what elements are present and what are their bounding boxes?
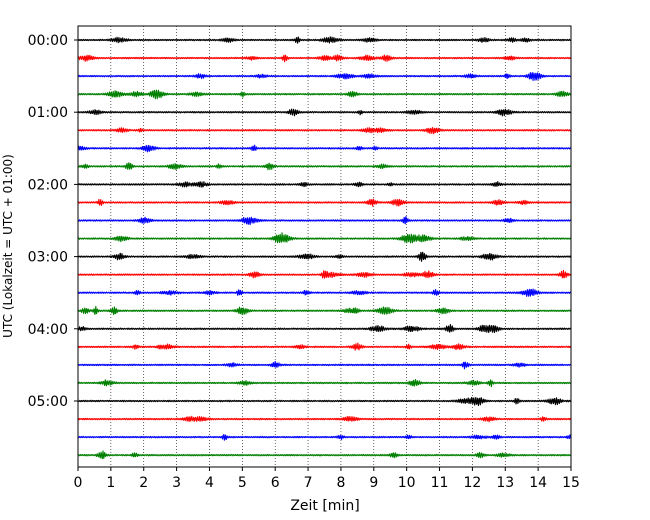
y-tick-label: 02:00 [28,177,68,193]
x-tick-label: 9 [369,475,378,491]
y-tick-label: 04:00 [28,322,68,338]
trace-line [77,305,572,316]
y-axis-label: UTC (Lokalzeit = UTC + 01:00) [1,154,15,338]
trace-line [77,72,572,81]
y-tick-label: 05:00 [28,394,68,410]
trace-line [77,215,572,226]
x-tick-label: 14 [529,475,547,491]
x-tick-label: 3 [172,475,181,491]
trace-line [77,198,572,207]
x-tick-label: 7 [304,475,313,491]
x-tick-label: 5 [238,475,247,491]
trace-line [77,269,572,279]
x-tick-label: 0 [74,475,83,491]
trace-line [77,251,572,262]
trace-line [77,360,572,370]
trace-line [77,144,572,153]
y-tick-label: 03:00 [28,250,68,266]
x-tick-label: 6 [271,475,280,491]
x-tick-label: 15 [562,475,580,491]
trace-line [77,36,572,44]
trace-line [77,396,572,407]
trace-line [77,232,572,244]
x-tick-label: 10 [398,475,416,491]
x-tick-label: 11 [431,475,449,491]
plot-frame [77,25,572,468]
x-tick-label: 2 [139,475,148,491]
x-tick-label: 1 [106,475,115,491]
trace-line [77,288,572,297]
trace-line [77,450,572,460]
y-axis: 00:00 01:00 02:00 03:00 04:00 05:00 [28,33,78,410]
trace-line [77,181,572,188]
trace-line [77,89,572,100]
trace-line [77,54,572,63]
x-axis: 0 1 2 3 4 5 6 7 8 9 10 11 12 13 14 15 [74,467,580,491]
trace-line [77,127,572,135]
trace-line [77,342,572,351]
trace-line [77,379,572,388]
x-tick-label: 8 [336,475,345,491]
seismic-traces [77,36,572,460]
trace-line [77,162,572,171]
trace-line [77,434,572,441]
y-tick-label: 01:00 [28,105,68,121]
trace-line [77,108,572,117]
x-tick-label: 12 [463,475,481,491]
x-tick-label: 4 [205,475,214,491]
y-tick-label: 00:00 [28,33,68,49]
x-axis-label: Zeit [min] [290,498,359,514]
trace-line [77,323,572,334]
x-tick-label: 13 [496,475,514,491]
trace-line [77,415,572,423]
